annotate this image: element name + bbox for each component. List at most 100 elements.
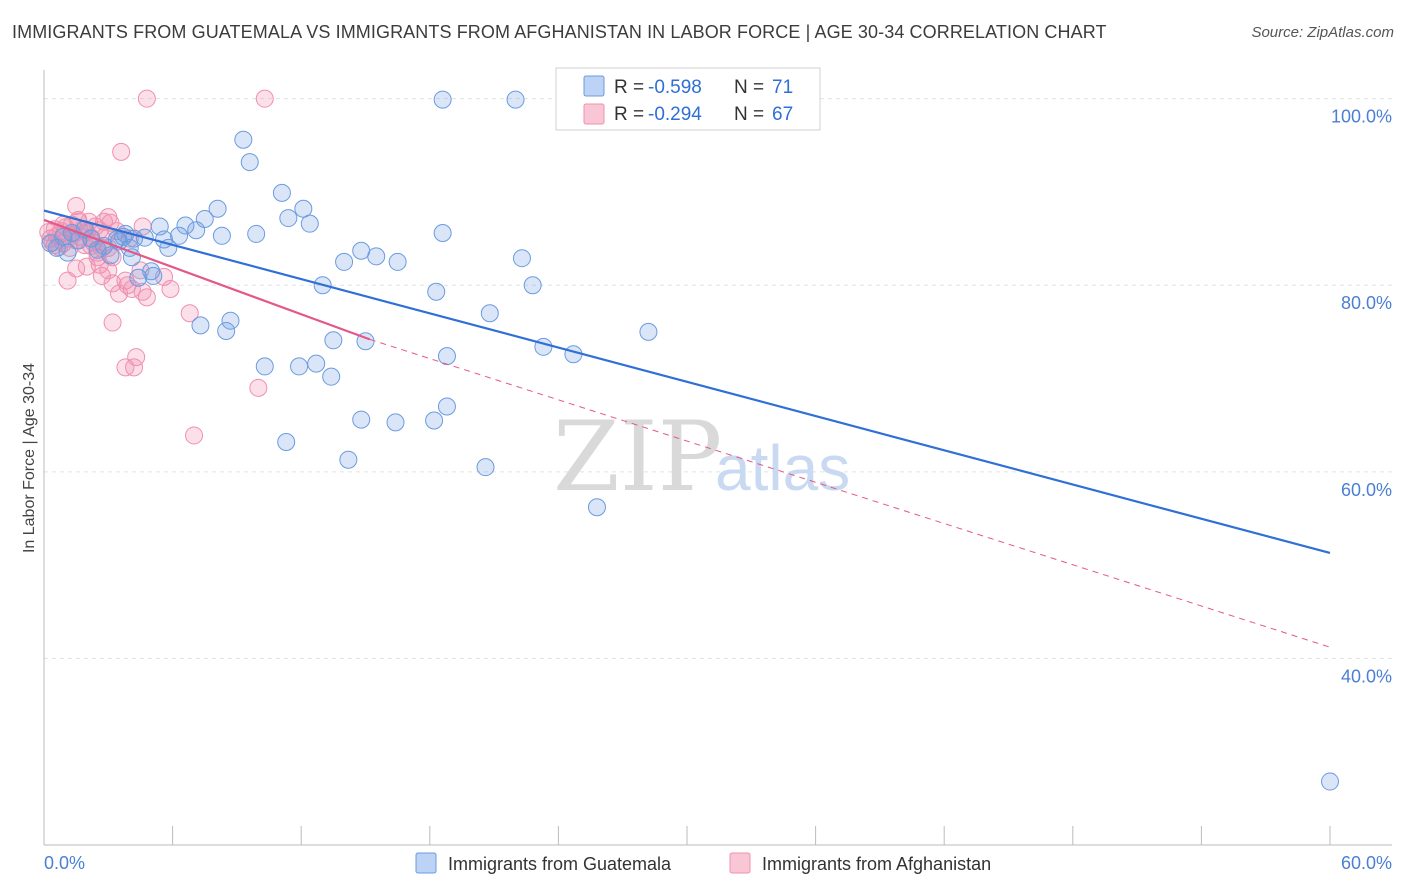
legend-swatch-guatemala: [583, 75, 605, 97]
guatemala-point: [176, 216, 195, 235]
legend-swatch-guatemala-bottom: [415, 852, 437, 874]
legend-swatch-afghanistan: [583, 103, 605, 125]
afghanistan-point: [161, 279, 180, 298]
legend-n-label-afghanistan: N =: [734, 104, 764, 125]
guatemala-point: [101, 246, 120, 265]
guatemala-point: [307, 354, 326, 373]
guatemala-point: [352, 410, 371, 429]
afghanistan-point: [249, 378, 268, 397]
guatemala-point: [272, 183, 291, 202]
guatemala-point: [221, 311, 240, 330]
gridlines: [44, 98, 1392, 659]
y-tick-labels: 40.0% 60.0% 80.0% 100.0%: [1331, 107, 1392, 687]
guatemala-point: [476, 458, 495, 477]
afghanistan-trendline-extension: [369, 338, 1331, 648]
guatemala-point: [300, 214, 319, 233]
guatemala-point: [433, 224, 452, 242]
guatemala-point: [564, 345, 583, 364]
afghanistan-point: [180, 304, 199, 323]
afghanistan-point: [67, 196, 86, 215]
trendlines: [43, 209, 1331, 648]
x-axis-ticks: [43, 826, 1331, 845]
y-tick-label-80: 80.0%: [1341, 293, 1392, 313]
y-tick-label-40: 40.0%: [1341, 666, 1392, 686]
guatemala-point: [506, 90, 525, 109]
guatemala-point: [290, 357, 309, 376]
watermark-zip: ZIP: [553, 401, 722, 513]
guatemala-point: [639, 322, 658, 341]
y-tick-label-60: 60.0%: [1341, 480, 1392, 500]
legend-r-value-afghanistan: -0.294: [648, 104, 702, 125]
guatemala-point: [335, 252, 354, 271]
guatemala-point: [1321, 772, 1339, 791]
guatemala-point: [480, 304, 499, 323]
guatemala-point: [170, 226, 189, 245]
guatemala-point: [47, 238, 66, 257]
guatemala-point: [191, 316, 210, 335]
legend-r-label-guatemala: R =: [614, 77, 644, 98]
guatemala-point: [386, 413, 405, 432]
guatemala-point: [155, 230, 174, 249]
legend-r-value-guatemala: -0.598: [648, 77, 702, 98]
guatemala-point: [212, 226, 231, 245]
series-legend: Immigrants from Guatemala Immigrants fro…: [415, 852, 991, 874]
guatemala-point: [240, 153, 259, 172]
guatemala-point: [208, 199, 227, 218]
guatemala-point: [294, 199, 313, 218]
x-tick-label-min: 0.0%: [44, 853, 85, 873]
guatemala-point: [512, 249, 531, 268]
legend-n-value-afghanistan: 67: [772, 104, 793, 125]
chart-title: IMMIGRANTS FROM GUATEMALA VS IMMIGRANTS …: [12, 22, 1107, 42]
afghanistan-point: [118, 276, 137, 295]
series-guatemala-points: [41, 90, 1339, 791]
guatemala-point: [587, 498, 606, 517]
afghanistan-point: [137, 288, 156, 307]
afghanistan-point: [103, 313, 122, 332]
guatemala-point: [255, 357, 274, 376]
guatemala-point: [523, 276, 542, 295]
guatemala-point: [437, 347, 456, 366]
guatemala-point: [144, 266, 163, 285]
guatemala-point: [234, 130, 253, 149]
legend-label-afghanistan: Immigrants from Afghanistan: [762, 854, 991, 874]
guatemala-point: [195, 210, 214, 229]
guatemala-point: [367, 247, 386, 266]
watermark-atlas: atlas: [715, 432, 850, 504]
guatemala-point: [58, 243, 77, 262]
afghanistan-point: [185, 426, 204, 445]
guatemala-point: [339, 450, 358, 469]
afghanistan-point: [112, 142, 131, 161]
guatemala-point: [279, 209, 298, 228]
guatemala-point: [277, 432, 296, 451]
legend-swatch-afghanistan-bottom: [729, 852, 751, 874]
guatemala-point: [433, 90, 452, 109]
guatemala-point: [352, 241, 371, 260]
afghanistan-point: [255, 89, 274, 108]
guatemala-point: [324, 331, 343, 350]
afghanistan-point: [137, 89, 156, 108]
x-tick-label-max: 60.0%: [1341, 853, 1392, 873]
legend-r-label-afghanistan: R =: [614, 104, 644, 125]
afghanistan-point: [99, 208, 118, 227]
guatemala-point: [142, 262, 161, 281]
legend-label-guatemala: Immigrants from Guatemala: [448, 854, 672, 874]
y-tick-label-100: 100.0%: [1331, 107, 1392, 127]
legend-n-label-guatemala: N =: [734, 77, 764, 98]
guatemala-trendline: [43, 209, 1331, 555]
guatemala-point: [217, 321, 236, 340]
series-afghanistan-points: [39, 89, 274, 445]
source-credit: Source: ZipAtlas.com: [1251, 24, 1394, 41]
guatemala-point: [322, 367, 341, 386]
legend-n-value-guatemala: 71: [772, 77, 793, 98]
afghanistan-point: [127, 348, 146, 367]
afghanistan-point: [77, 257, 96, 276]
watermark: ZIP atlas: [553, 401, 850, 513]
guatemala-point: [427, 282, 446, 301]
guatemala-point: [425, 411, 444, 430]
guatemala-point: [437, 397, 456, 416]
guatemala-point: [247, 224, 266, 243]
y-axis-label: In Labor Force | Age 30-34: [21, 363, 38, 553]
stats-legend: R = -0.598 N = 71 R = -0.294 N = 67: [555, 67, 821, 131]
afghanistan-trendline: [43, 218, 371, 341]
